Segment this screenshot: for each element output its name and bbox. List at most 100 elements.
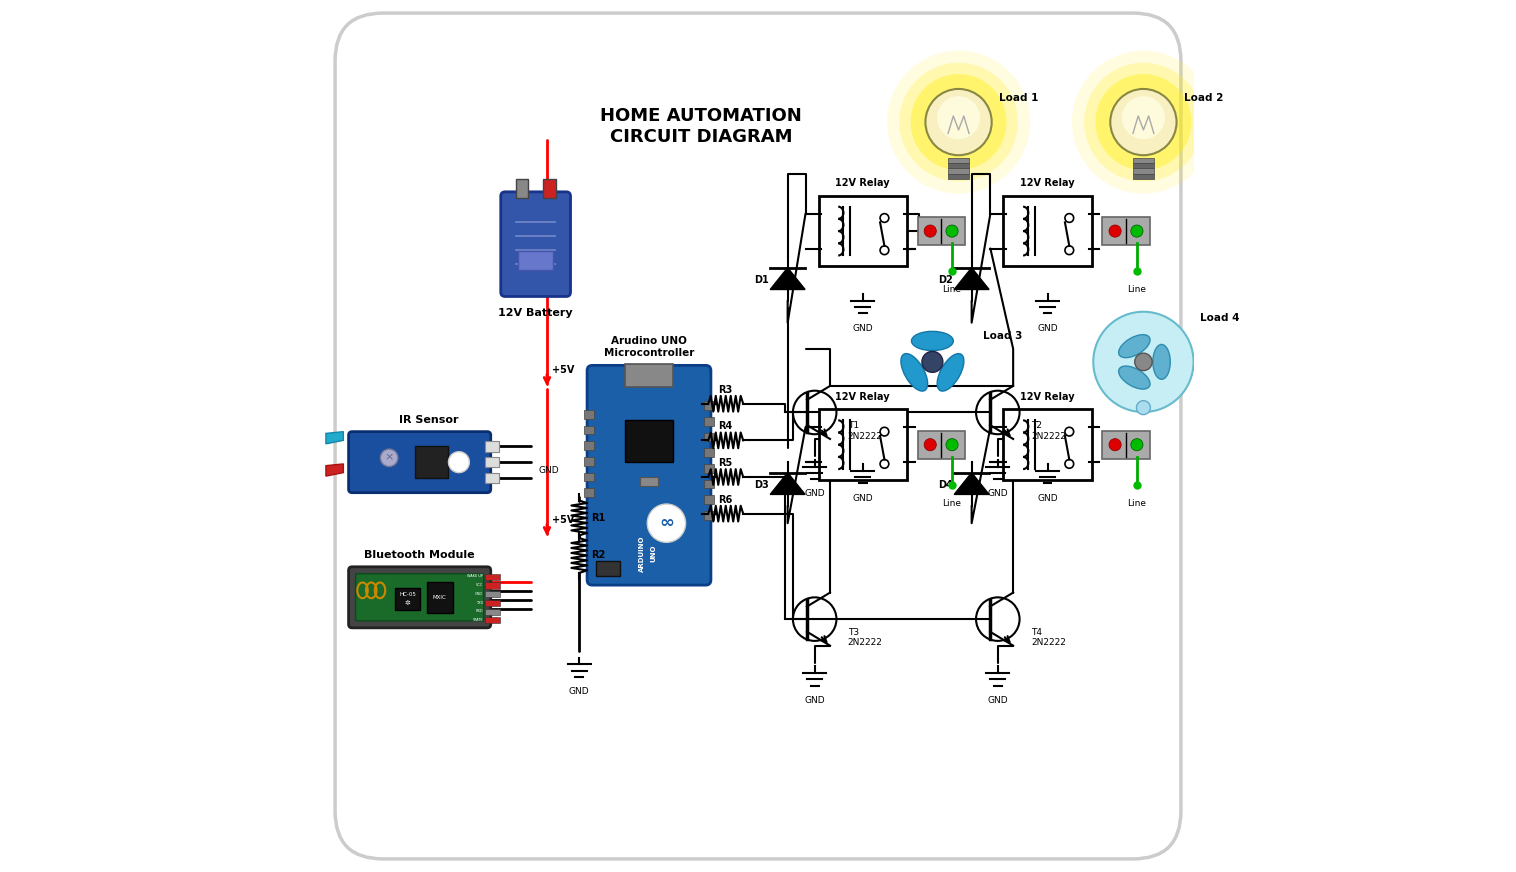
Circle shape <box>1131 225 1143 237</box>
Text: ∞: ∞ <box>659 514 675 532</box>
Text: GND: GND <box>1037 494 1058 502</box>
Text: Load 2: Load 2 <box>1184 92 1223 103</box>
Text: Load 3: Load 3 <box>982 330 1022 341</box>
Text: GND: GND <box>852 494 873 502</box>
Bar <box>1132 158 1154 163</box>
Bar <box>584 488 594 497</box>
Text: GND: GND <box>852 324 873 332</box>
Text: R4: R4 <box>719 421 732 432</box>
Polygon shape <box>326 464 343 476</box>
FancyBboxPatch shape <box>500 192 570 296</box>
Text: R1: R1 <box>591 513 605 523</box>
Bar <box>640 477 658 486</box>
Text: 12V Relay: 12V Relay <box>835 392 890 401</box>
Text: Arudino UNO
Microcontroller: Arudino UNO Microcontroller <box>603 336 694 358</box>
Circle shape <box>881 427 888 436</box>
Bar <box>584 441 594 450</box>
Circle shape <box>937 96 981 140</box>
Circle shape <box>887 51 1029 194</box>
Text: 12V Battery: 12V Battery <box>499 308 573 317</box>
Bar <box>948 158 969 163</box>
Text: T1
2N2222: T1 2N2222 <box>847 421 882 440</box>
Circle shape <box>911 74 1007 170</box>
Polygon shape <box>770 268 805 290</box>
Text: T3
2N2222: T3 2N2222 <box>847 628 882 647</box>
Text: UNO: UNO <box>650 545 656 562</box>
Text: 12V Relay: 12V Relay <box>1020 392 1075 401</box>
Circle shape <box>1064 460 1073 468</box>
Text: IR Sensor: IR Sensor <box>399 415 458 425</box>
Text: Load 1: Load 1 <box>999 92 1038 103</box>
Circle shape <box>925 89 991 155</box>
Circle shape <box>381 449 397 467</box>
Text: HOME AUTOMATION
CIRCUIT DIAGRAM: HOME AUTOMATION CIRCUIT DIAGRAM <box>600 107 802 146</box>
Text: Load 4: Load 4 <box>1201 313 1240 324</box>
Circle shape <box>1084 63 1202 181</box>
Circle shape <box>1064 427 1073 436</box>
FancyBboxPatch shape <box>917 217 964 245</box>
Text: T4
2N2222: T4 2N2222 <box>1031 628 1066 647</box>
Bar <box>703 464 714 473</box>
Bar <box>625 420 673 462</box>
FancyBboxPatch shape <box>1004 410 1092 480</box>
FancyBboxPatch shape <box>819 196 907 267</box>
Text: VCC: VCC <box>476 583 484 587</box>
FancyBboxPatch shape <box>819 410 907 480</box>
Bar <box>584 426 594 434</box>
Bar <box>703 417 714 426</box>
Circle shape <box>1096 74 1192 170</box>
Text: GND: GND <box>568 687 590 696</box>
Text: R6: R6 <box>719 494 732 505</box>
FancyBboxPatch shape <box>587 365 711 585</box>
Bar <box>584 473 594 481</box>
Circle shape <box>925 439 937 451</box>
Text: D2: D2 <box>938 275 952 285</box>
Text: ×: × <box>385 453 394 463</box>
Bar <box>1132 174 1154 179</box>
FancyBboxPatch shape <box>626 364 673 387</box>
Text: T2
2N2222: T2 2N2222 <box>1031 421 1066 440</box>
Circle shape <box>647 504 685 542</box>
Circle shape <box>922 351 943 372</box>
Text: GND: GND <box>805 696 825 705</box>
FancyBboxPatch shape <box>349 567 491 628</box>
Ellipse shape <box>937 354 964 391</box>
Polygon shape <box>954 268 988 290</box>
Bar <box>948 163 969 168</box>
Text: GND: GND <box>805 489 825 498</box>
Circle shape <box>946 225 958 237</box>
Bar <box>596 561 620 576</box>
Text: +5V: +5V <box>552 514 575 525</box>
Text: Line: Line <box>1128 285 1146 294</box>
Bar <box>485 609 500 615</box>
Circle shape <box>946 439 958 451</box>
Text: GND: GND <box>987 489 1008 498</box>
Bar <box>1132 168 1154 174</box>
Bar <box>948 168 969 174</box>
Text: +5V: +5V <box>552 364 575 375</box>
Bar <box>1132 163 1154 168</box>
Circle shape <box>1072 51 1214 194</box>
Bar <box>948 174 969 179</box>
Circle shape <box>449 452 470 473</box>
Text: ARDUINO: ARDUINO <box>640 535 644 572</box>
Text: D3: D3 <box>753 480 769 490</box>
Polygon shape <box>954 473 988 494</box>
Text: D1: D1 <box>753 275 769 285</box>
Circle shape <box>1064 246 1073 255</box>
Bar <box>426 582 453 613</box>
Circle shape <box>899 63 1017 181</box>
FancyBboxPatch shape <box>1102 431 1149 459</box>
Circle shape <box>1064 214 1073 222</box>
FancyBboxPatch shape <box>1004 196 1092 267</box>
Circle shape <box>881 460 888 468</box>
Ellipse shape <box>1119 335 1151 358</box>
Bar <box>584 457 594 466</box>
Text: STATE: STATE <box>473 618 484 622</box>
Bar <box>584 410 594 419</box>
Text: R3: R3 <box>719 385 732 395</box>
Text: RXD: RXD <box>475 610 484 613</box>
FancyBboxPatch shape <box>349 432 491 493</box>
Text: 12V Relay: 12V Relay <box>835 178 890 188</box>
Bar <box>515 179 528 198</box>
